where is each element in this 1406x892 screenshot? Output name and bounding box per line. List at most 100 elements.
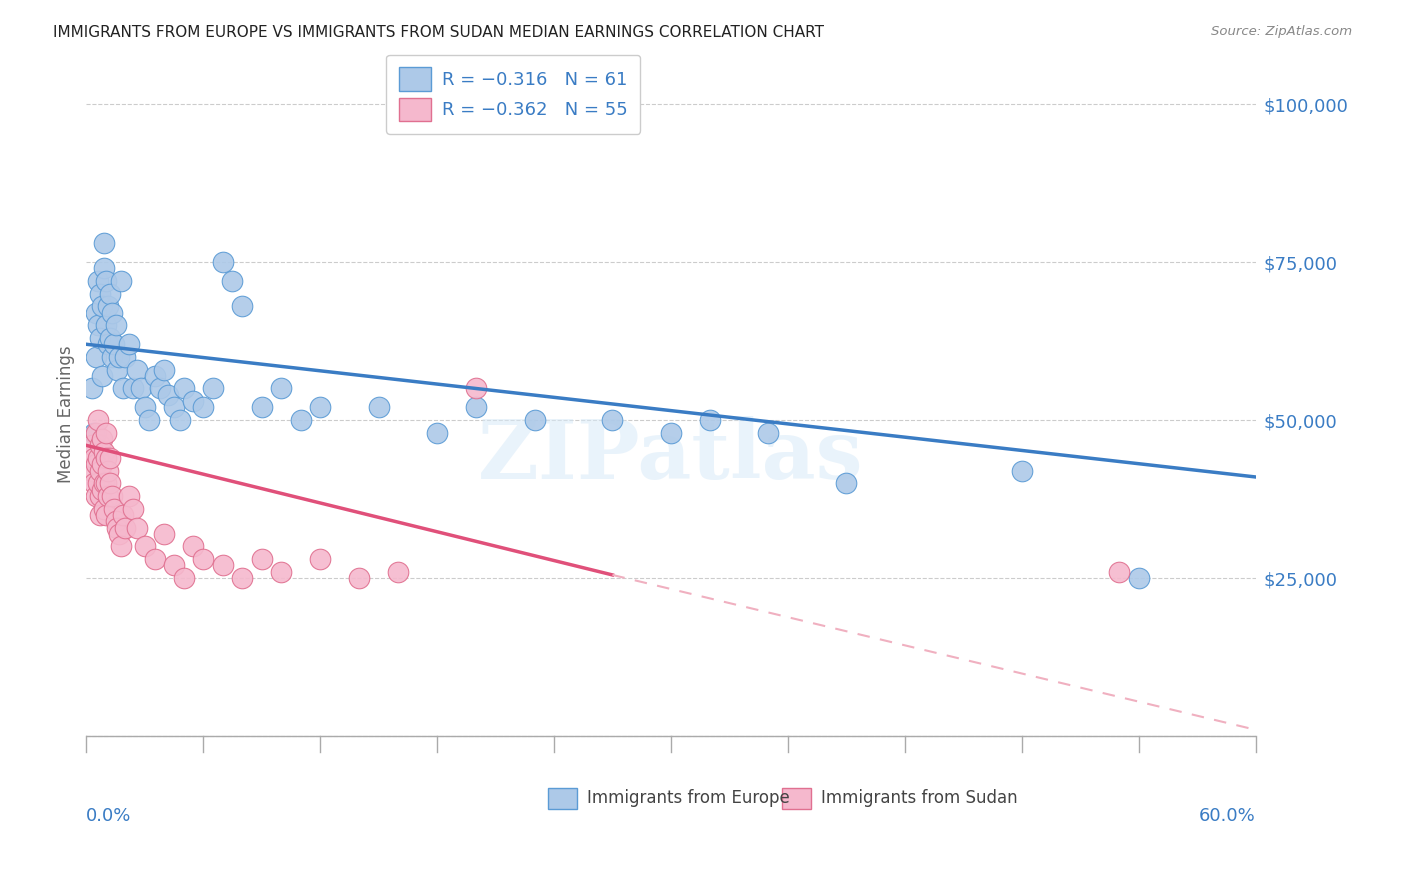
Text: Immigrants from Europe: Immigrants from Europe (586, 789, 790, 807)
Point (193, 552, 215, 566)
Point (89, 331, 111, 345)
Point (465, 401, 488, 415)
Point (201, 382, 224, 396)
Point (104, 514, 127, 528)
Point (89, 464, 111, 478)
Point (107, 520, 129, 534)
Point (118, 337, 141, 351)
Point (387, 565, 409, 579)
Point (426, 425, 449, 440)
Point (250, 401, 273, 415)
Point (211, 255, 233, 269)
Point (250, 552, 273, 566)
Point (125, 520, 148, 534)
Point (89, 508, 111, 522)
Text: Immigrants from Sudan: Immigrants from Sudan (821, 789, 1018, 807)
Point (98, 476, 121, 491)
Point (94, 318, 117, 333)
Point (183, 540, 205, 554)
Point (93, 236, 115, 251)
Point (82, 382, 104, 396)
Point (602, 413, 624, 427)
Point (1011, 464, 1033, 478)
Point (125, 362, 148, 376)
Point (211, 558, 233, 573)
Point (169, 413, 191, 427)
Point (122, 382, 145, 396)
Point (84, 458, 107, 472)
Point (143, 552, 166, 566)
Point (143, 368, 166, 383)
Point (309, 401, 332, 415)
Point (87, 450, 110, 465)
Text: Source: ZipAtlas.com: Source: ZipAtlas.com (1212, 25, 1353, 38)
Point (270, 382, 292, 396)
Point (90, 483, 112, 497)
Point (87, 318, 110, 333)
Point (114, 350, 136, 364)
Point (84, 350, 107, 364)
Y-axis label: Median Earnings: Median Earnings (58, 345, 75, 483)
Point (138, 413, 160, 427)
Point (94, 450, 117, 465)
Point (231, 571, 253, 585)
Point (107, 362, 129, 376)
Point (699, 413, 721, 427)
Point (1128, 571, 1150, 585)
Point (153, 526, 176, 541)
Point (149, 382, 172, 396)
Point (90, 458, 112, 472)
Text: 0.0%: 0.0% (86, 806, 132, 824)
Point (758, 425, 780, 440)
Point (87, 274, 110, 288)
Point (98, 286, 121, 301)
Point (523, 413, 546, 427)
Point (221, 274, 243, 288)
Point (134, 401, 156, 415)
Point (183, 394, 205, 409)
Point (118, 489, 141, 503)
Point (114, 520, 136, 534)
Point (157, 388, 180, 402)
Point (122, 501, 145, 516)
Point (104, 318, 127, 333)
Point (83, 450, 105, 465)
Point (129, 382, 152, 396)
Point (84, 425, 107, 440)
Point (134, 540, 156, 554)
Point (93, 501, 115, 516)
Point (110, 540, 132, 554)
FancyBboxPatch shape (548, 788, 578, 809)
Point (173, 382, 195, 396)
Point (110, 274, 132, 288)
Point (97, 299, 120, 313)
Point (367, 401, 389, 415)
Point (100, 489, 122, 503)
Text: IMMIGRANTS FROM EUROPE VS IMMIGRANTS FROM SUDAN MEDIAN EARNINGS CORRELATION CHAR: IMMIGRANTS FROM EUROPE VS IMMIGRANTS FRO… (53, 25, 824, 40)
Point (100, 306, 122, 320)
Text: ZIPatlas: ZIPatlas (478, 417, 863, 496)
Point (103, 337, 125, 351)
FancyBboxPatch shape (782, 788, 811, 809)
Point (98, 450, 121, 465)
Point (90, 299, 112, 313)
Text: 60.0%: 60.0% (1199, 806, 1256, 824)
Point (87, 413, 110, 427)
Point (112, 508, 135, 522)
Point (97, 489, 120, 503)
Point (108, 526, 131, 541)
Point (93, 261, 115, 276)
Point (835, 476, 858, 491)
Point (347, 571, 370, 585)
Point (94, 425, 117, 440)
Legend: R = −0.316   N = 61, R = −0.362   N = 55: R = −0.316 N = 61, R = −0.362 N = 55 (385, 54, 640, 134)
Point (87, 476, 110, 491)
Point (103, 501, 125, 516)
Point (90, 368, 112, 383)
Point (465, 382, 488, 396)
Point (89, 489, 111, 503)
Point (84, 306, 107, 320)
Point (173, 571, 195, 585)
Point (83, 425, 105, 440)
Point (93, 476, 115, 491)
